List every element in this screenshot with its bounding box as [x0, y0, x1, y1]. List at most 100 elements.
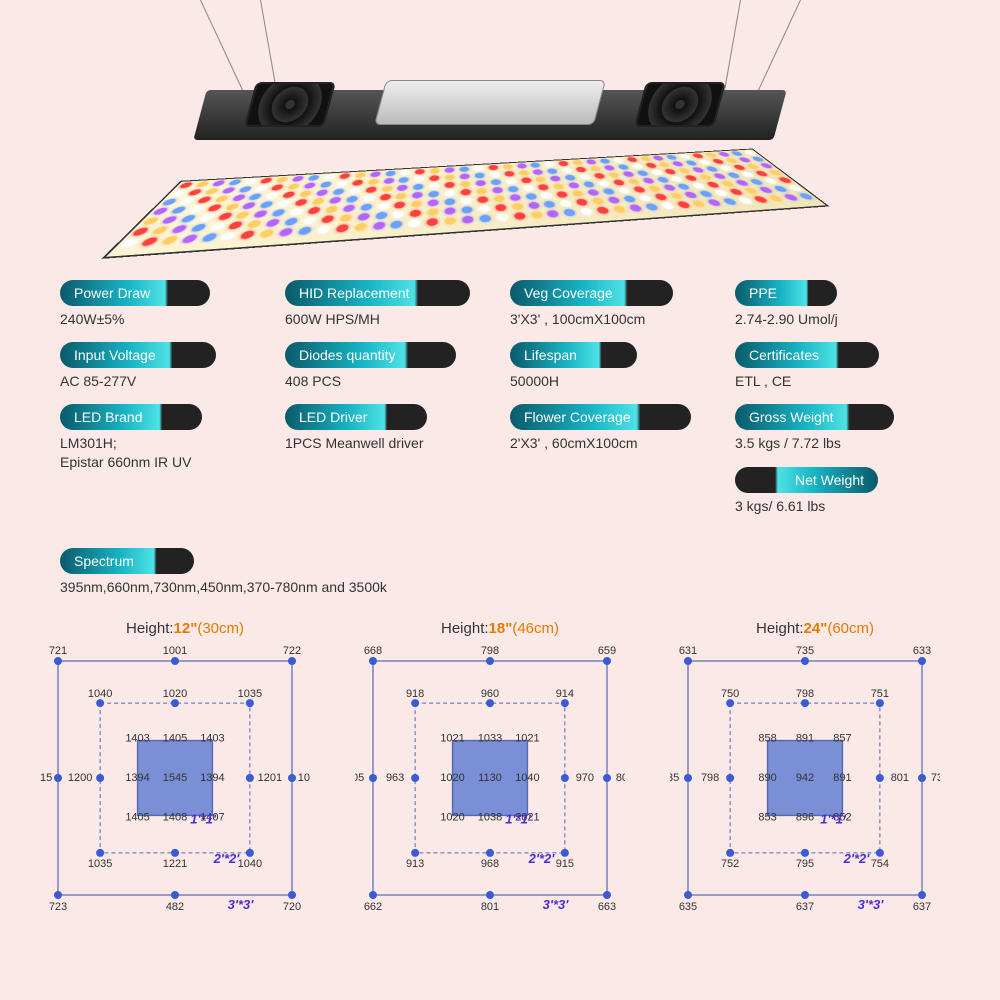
svg-text:1033: 1033 [478, 732, 502, 744]
spec-pill: Gross Weight [735, 404, 894, 430]
svg-text:1020: 1020 [163, 688, 187, 700]
svg-text:2'*2': 2'*2' [213, 851, 241, 866]
svg-text:801: 801 [481, 901, 499, 913]
svg-text:3'*3': 3'*3' [543, 897, 570, 912]
svg-text:3'*3': 3'*3' [858, 897, 885, 912]
svg-text:1013: 1013 [298, 772, 310, 784]
fan-right-icon [634, 82, 726, 127]
spec-value: 2'X3' , 60cmX100cm [510, 434, 715, 452]
svg-text:633: 633 [913, 645, 931, 657]
spec-col-4: PPE2.74-2.90 Umol/jCertificatesETL , CEG… [735, 280, 940, 529]
spec-item: LED Brand LM301H;Epistar 660nm IR UV [60, 404, 265, 470]
spec-value: LM301H;Epistar 660nm IR UV [60, 434, 265, 470]
spec-pill: Power Draw [60, 280, 210, 306]
spec-item: Power Draw 240W±5% [60, 280, 265, 328]
svg-text:735: 735 [796, 645, 814, 657]
svg-text:968: 968 [481, 858, 499, 870]
svg-text:752: 752 [721, 858, 739, 870]
spec-item: Gross Weight 3.5 kgs / 7.72 lbs [735, 404, 940, 452]
spectrum-row: Spectrum 395nm,660nm,730nm,450nm,370-780… [60, 548, 940, 610]
spec-value: 3 kgs/ 6.61 lbs [735, 497, 940, 515]
spec-col-2: HID Replacement 600W HPS/MH Diodes quantit… [285, 280, 490, 529]
svg-text:723: 723 [49, 901, 67, 913]
svg-text:1021: 1021 [440, 732, 464, 744]
product-illustration [0, 0, 1000, 260]
svg-text:891: 891 [833, 772, 851, 784]
svg-text:918: 918 [406, 688, 424, 700]
svg-text:1545: 1545 [163, 772, 187, 784]
svg-text:1'*1': 1'*1' [190, 811, 217, 826]
svg-text:1403: 1403 [200, 732, 224, 744]
svg-text:482: 482 [166, 901, 184, 913]
svg-text:736: 736 [931, 772, 940, 784]
spec-pill: Input Voltage [60, 342, 216, 368]
svg-text:2'*2': 2'*2' [528, 851, 556, 866]
led-driver-icon [374, 80, 606, 125]
svg-text:2'*2': 2'*2' [843, 851, 871, 866]
svg-text:668: 668 [364, 645, 382, 657]
svg-text:1408: 1408 [163, 811, 187, 823]
svg-text:1394: 1394 [125, 772, 149, 784]
svg-text:637: 637 [913, 901, 931, 913]
spec-value: 240W±5% [60, 310, 265, 328]
svg-text:970: 970 [576, 772, 594, 784]
svg-text:795: 795 [796, 858, 814, 870]
svg-text:662: 662 [364, 901, 382, 913]
spec-value: 600W HPS/MH [285, 310, 490, 328]
svg-text:853: 853 [758, 811, 776, 823]
spec-item: Diodes quantity408 PCS [285, 342, 490, 390]
svg-text:659: 659 [598, 645, 616, 657]
svg-text:635: 635 [679, 901, 697, 913]
svg-text:890: 890 [758, 772, 776, 784]
svg-text:891: 891 [796, 732, 814, 744]
spec-item: PPE2.74-2.90 Umol/j [735, 280, 940, 328]
spec-item: Net Weight 3 kgs/ 6.61 lbs [735, 467, 940, 515]
svg-text:1405: 1405 [125, 811, 149, 823]
spec-pill: Lifespan [510, 342, 637, 368]
svg-text:798: 798 [701, 772, 719, 784]
spec-value: 3.5 kgs / 7.72 lbs [735, 434, 940, 452]
spec-value: 1PCS Meanwell driver [285, 434, 490, 452]
spec-value: 50000H [510, 372, 715, 390]
fan-left-icon [244, 82, 336, 127]
svg-text:1040: 1040 [238, 858, 262, 870]
svg-text:663: 663 [598, 901, 616, 913]
svg-text:857: 857 [833, 732, 851, 744]
svg-text:1001: 1001 [163, 645, 187, 657]
svg-text:1021: 1021 [515, 732, 539, 744]
svg-text:1035: 1035 [88, 858, 112, 870]
spec-value: 408 PCS [285, 372, 490, 390]
spec-pill: Net Weight [735, 467, 878, 493]
spec-pill: HID Replacement [285, 280, 470, 306]
grid-title: Height:12"(30cm) [40, 620, 330, 637]
svg-text:1020: 1020 [440, 772, 464, 784]
spec-item: HID Replacement 600W HPS/MH [285, 280, 490, 328]
svg-text:1221: 1221 [163, 858, 187, 870]
svg-text:1'*1': 1'*1' [820, 811, 847, 826]
svg-text:1405: 1405 [163, 732, 187, 744]
spec-pill: LED Driver [285, 404, 427, 430]
hang-wire [723, 0, 741, 99]
svg-text:798: 798 [796, 688, 814, 700]
svg-text:858: 858 [758, 732, 776, 744]
svg-text:1015: 1015 [40, 772, 52, 784]
svg-text:960: 960 [481, 688, 499, 700]
svg-text:1394: 1394 [200, 772, 224, 784]
svg-text:631: 631 [679, 645, 697, 657]
svg-text:942: 942 [796, 772, 814, 784]
spec-item: Veg Coverage 3'X3' , 100cmX100cm [510, 280, 715, 328]
svg-text:722: 722 [283, 645, 301, 657]
svg-text:735: 735 [670, 772, 679, 784]
spec-pill: Veg Coverage [510, 280, 673, 306]
svg-text:896: 896 [796, 811, 814, 823]
grow-light-body [150, 90, 850, 240]
ppfd-grid: Height:24"(60cm)631735633735736635637637… [670, 620, 960, 913]
svg-text:1040: 1040 [88, 688, 112, 700]
svg-text:754: 754 [871, 858, 889, 870]
svg-text:1403: 1403 [125, 732, 149, 744]
spec-value: 3'X3' , 100cmX100cm [510, 310, 715, 328]
spec-col-3: Veg Coverage 3'X3' , 100cmX100cm Lifespan 5… [510, 280, 715, 529]
spec-pill: Flower Coverage [510, 404, 691, 430]
spec-item: LED Driver 1PCS Meanwell driver [285, 404, 490, 452]
spec-pill: LED Brand [60, 404, 202, 430]
